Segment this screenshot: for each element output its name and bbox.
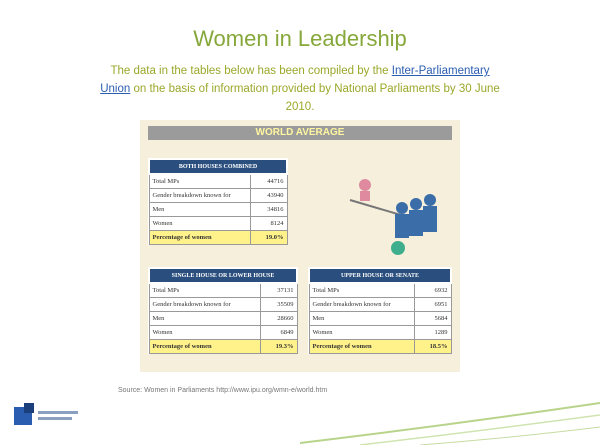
cell-value: 34816 xyxy=(250,203,287,217)
title: Women in Leadership xyxy=(0,26,600,52)
slide: Women in Leadership The data in the tabl… xyxy=(0,0,600,445)
cell-label: Total MPs xyxy=(149,283,260,298)
intro: The data in the tables below has been co… xyxy=(95,62,505,116)
cell-value: 43940 xyxy=(250,189,287,203)
cell-label: Percentage of women xyxy=(149,340,260,354)
figure-heading: WORLD AVERAGE xyxy=(148,126,452,140)
cell-value: 6951 xyxy=(414,298,451,312)
cell-value: 35509 xyxy=(260,298,297,312)
cell-label: Gender breakdown known for xyxy=(149,298,260,312)
cell-value: 28660 xyxy=(260,312,297,326)
table-header-row: UPPER HOUSE OR SENATE xyxy=(309,268,451,283)
cell-label: Women xyxy=(309,326,414,340)
cell-label: Women xyxy=(149,217,250,231)
cell-label: Total MPs xyxy=(309,283,414,298)
cell-label: Women xyxy=(149,326,260,340)
cell-value: 6932 xyxy=(414,283,451,298)
table-title: BOTH HOUSES COMBINED xyxy=(149,159,287,174)
cell-value: 18.5% xyxy=(414,340,451,354)
cell-value: 6849 xyxy=(260,326,297,340)
intro-text: on the basis of information provided by … xyxy=(130,83,500,113)
cell-label: Gender breakdown known for xyxy=(309,298,414,312)
cell-value: 5684 xyxy=(414,312,451,326)
cell-value: 8124 xyxy=(250,217,287,231)
cell-value: 19.0% xyxy=(250,231,287,245)
cell-value: 37131 xyxy=(260,283,297,298)
cell-label: Gender breakdown known for xyxy=(149,189,250,203)
cell-label: Men xyxy=(309,312,414,326)
cell-value: 44716 xyxy=(250,174,287,189)
cell-label: Total MPs xyxy=(149,174,250,189)
cell-label: Percentage of women xyxy=(149,231,250,245)
cell-value: 1289 xyxy=(414,326,451,340)
logo xyxy=(14,403,84,431)
cell-label: Men xyxy=(149,312,260,326)
table-header-row: BOTH HOUSES COMBINED xyxy=(149,159,287,174)
source: Source: Women in Parliaments http://www.… xyxy=(118,387,327,394)
table-header-row: SINGLE HOUSE OR LOWER HOUSE xyxy=(149,268,297,283)
illustration xyxy=(340,160,450,260)
table-title: UPPER HOUSE OR SENATE xyxy=(309,268,451,283)
decoration xyxy=(300,395,600,445)
intro-text: The data in the tables below has been co… xyxy=(110,65,391,77)
table-title: SINGLE HOUSE OR LOWER HOUSE xyxy=(149,268,297,283)
cell-label: Percentage of women xyxy=(309,340,414,354)
cell-value: 19.3% xyxy=(260,340,297,354)
cell-label: Men xyxy=(149,203,250,217)
